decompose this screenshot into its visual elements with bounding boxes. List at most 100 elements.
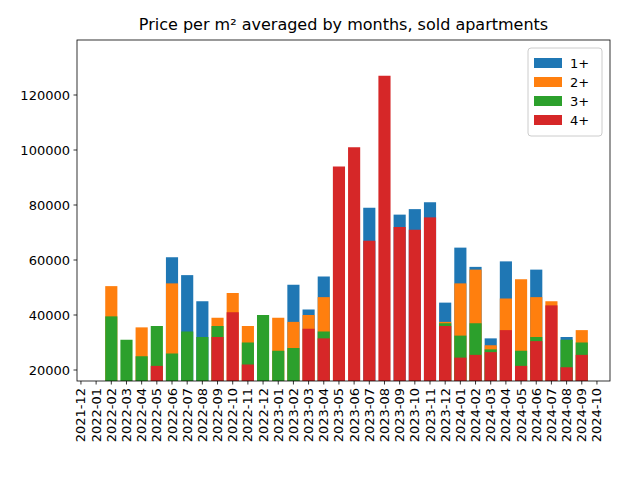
x-tick: [399, 381, 400, 385]
bar: [454, 336, 466, 381]
x-tick: [111, 381, 112, 385]
bar: [439, 323, 451, 381]
legend-box: [528, 48, 602, 136]
x-tick: [505, 381, 506, 385]
bar: [227, 293, 239, 381]
bar: [211, 318, 223, 381]
x-tick: [156, 381, 157, 385]
y-tick-label: 120000: [20, 88, 70, 103]
bar: [394, 215, 406, 381]
x-tick: [232, 381, 233, 385]
bar: [424, 202, 436, 381]
x-tick: [354, 381, 355, 385]
x-tick-label: 2024-05: [514, 388, 529, 442]
x-tick: [430, 381, 431, 385]
x-tick-label: 2022-03: [119, 388, 134, 442]
title: Price per m² averaged by months, sold ap…: [139, 15, 548, 34]
x-tick-label: 2024-01: [453, 388, 468, 442]
legend-swatch: [534, 77, 562, 87]
bar: [545, 301, 557, 381]
bar: [303, 329, 315, 381]
y-tick: [74, 95, 78, 96]
bar: [363, 241, 375, 381]
x-tick: [551, 381, 552, 385]
bar: [424, 217, 436, 381]
x-tick: [172, 381, 173, 385]
x-tick-label: 2023-01: [271, 388, 286, 442]
x-tick-label: 2023-10: [407, 388, 422, 442]
x-tick-label: 2024-02: [468, 388, 483, 442]
bar: [166, 283, 178, 381]
bar: [576, 343, 588, 382]
x-tick: [96, 381, 97, 385]
bar: [303, 315, 315, 381]
bar: [151, 326, 163, 381]
x-tick-label: 2023-05: [331, 388, 346, 442]
x-tick: [80, 381, 81, 385]
x-tick: [308, 381, 309, 385]
bar: [136, 356, 148, 381]
x-tick: [445, 381, 446, 385]
x-tick-label: 2023-07: [362, 388, 377, 442]
x-tick-label: 2023-12: [438, 388, 453, 442]
x-tick-label: 2024-03: [483, 388, 498, 442]
x-tick: [126, 381, 127, 385]
bar: [318, 338, 330, 381]
legend-label: 4+: [570, 113, 589, 128]
x-tick: [278, 381, 279, 385]
bar: [454, 283, 466, 381]
x-tick-label: 2023-11: [423, 388, 438, 442]
bar: [120, 340, 132, 381]
bar: [136, 327, 148, 381]
bar: [469, 323, 481, 381]
bar: [105, 286, 117, 381]
bar: [394, 227, 406, 381]
x-tick-label: 2022-11: [240, 388, 255, 442]
x-tick: [414, 381, 415, 385]
bar: [318, 332, 330, 382]
bar: [530, 341, 542, 381]
y-tick-label: 60000: [29, 253, 70, 268]
bar: [348, 147, 360, 381]
x-tick: [460, 381, 461, 385]
bar: [515, 366, 527, 381]
legend-label: 3+: [570, 94, 589, 109]
bar: [272, 318, 284, 381]
bar: [211, 326, 223, 381]
y-tick: [74, 150, 78, 151]
x-tick: [323, 381, 324, 385]
x-tick-label: 2023-06: [347, 388, 362, 442]
x-tick-label: 2022-05: [149, 388, 164, 442]
x-tick-label: 2022-07: [180, 388, 195, 442]
plot-frame: [77, 40, 610, 381]
x-tick-label: 2024-04: [498, 388, 513, 442]
bar: [469, 270, 481, 381]
x-tick-label: 2022-01: [89, 388, 104, 442]
bar: [500, 299, 512, 382]
bar: [242, 343, 254, 382]
bar: [561, 340, 573, 381]
bar: [485, 338, 497, 381]
bar: [166, 257, 178, 381]
bar: [242, 365, 254, 382]
x-tick: [369, 381, 370, 385]
bar: [515, 279, 527, 381]
x-tick-label: 2022-02: [104, 388, 119, 442]
bar: [196, 337, 208, 381]
x-tick-label: 2022-09: [210, 388, 225, 442]
legend-swatch: [534, 96, 562, 106]
bar: [576, 330, 588, 381]
bar: [318, 277, 330, 382]
legend-label: 2+: [570, 75, 589, 90]
x-tick-label: 2022-10: [225, 388, 240, 442]
x-tick-label: 2023-04: [316, 388, 331, 442]
bar: [181, 275, 193, 381]
legend-swatch: [534, 58, 562, 68]
x-tick: [581, 381, 582, 385]
bar: [363, 208, 375, 381]
x-tick-label: 2022-06: [165, 388, 180, 442]
y-tick: [74, 260, 78, 261]
x-tick-label: 2022-12: [256, 388, 271, 442]
y-tick-label: 100000: [20, 143, 70, 158]
x-tick: [536, 381, 537, 385]
